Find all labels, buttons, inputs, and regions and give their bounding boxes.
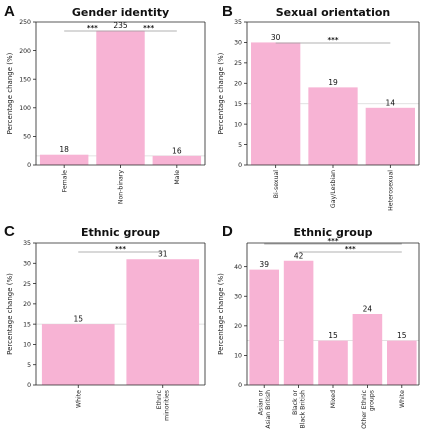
y-tick-label: 10 (234, 353, 242, 360)
data-label: 16 (172, 146, 182, 155)
panel-letter: A (4, 3, 15, 20)
chart-title: Sexual orientation (276, 6, 390, 19)
bar (96, 30, 145, 165)
x-tick-label: White (399, 390, 406, 408)
bar (308, 87, 358, 165)
x-tick-label: White (75, 390, 82, 408)
y-axis-label: Percentage change (%) (6, 273, 14, 355)
x-tick-label: minorities (164, 390, 171, 421)
y-axis-label: Percentage change (%) (217, 52, 225, 134)
x-tick-label: Ethnic (156, 389, 163, 409)
data-label: 19 (328, 78, 338, 87)
y-tick-label: 5 (238, 142, 242, 149)
x-tick-label: Asian or (258, 390, 265, 416)
chart-title: Gender identity (72, 6, 169, 19)
bar (318, 340, 348, 385)
data-label: 235 (113, 21, 128, 30)
bar (365, 107, 415, 165)
chart-title: Ethnic group (293, 226, 372, 239)
x-tick-label: groups (368, 390, 375, 411)
y-tick-label: 50 (23, 134, 31, 141)
bar (251, 42, 301, 165)
y-tick-label: 40 (234, 264, 242, 271)
x-tick-label: Heterosexual (388, 170, 395, 211)
panel-b: B Sexual orientation 30 19 14 0 5 10 15 20 25 30 35 P… (217, 3, 420, 211)
y-tick-label: 20 (23, 301, 31, 308)
y-tick-label: 10 (23, 342, 31, 349)
y-tick-label: 35 (234, 19, 242, 26)
data-label: 15 (328, 331, 338, 340)
y-tick-label: 0 (238, 382, 242, 389)
panel-c: C Ethnic group 15 31 0 5 10 15 20 25 30 35 Percentag… (4, 223, 206, 421)
significance-label: *** (328, 36, 339, 44)
significance-label: *** (328, 237, 339, 245)
panel-d: D Ethnic group 39 42 15 24 15 0 10 20 30 40 Percenta… (217, 223, 420, 429)
y-tick-label: 35 (23, 240, 31, 247)
x-tick-label: Other Ethnic (361, 389, 368, 428)
significance-label: *** (87, 24, 98, 32)
x-tick-label: Black British (300, 390, 307, 429)
y-tick-label: 15 (23, 321, 31, 328)
significance-label: *** (143, 24, 154, 32)
y-axis-label: Percentage change (%) (217, 273, 225, 355)
data-label: 18 (59, 145, 69, 154)
data-label: 24 (363, 305, 373, 314)
data-label: 15 (397, 331, 407, 340)
bar (352, 314, 383, 385)
y-tick-label: 30 (23, 260, 31, 267)
bar (39, 154, 89, 165)
y-tick-label: 15 (234, 101, 242, 108)
y-tick-label: 0 (27, 162, 31, 169)
data-label: 39 (259, 260, 269, 269)
y-tick-label: 20 (234, 323, 242, 330)
panel-letter: B (222, 3, 233, 20)
y-axis-label: Percentage change (%) (6, 52, 14, 134)
data-label: 15 (73, 315, 83, 324)
y-tick-label: 0 (238, 162, 242, 169)
y-tick-label: 25 (234, 60, 242, 67)
significance-label: *** (345, 245, 356, 253)
data-label: 30 (271, 33, 281, 42)
bar (126, 259, 200, 385)
x-tick-label: Non-binary (118, 170, 125, 204)
y-tick-label: 25 (23, 281, 31, 288)
y-tick-label: 10 (234, 121, 242, 128)
y-tick-label: 250 (19, 19, 31, 26)
x-tick-label: Bi-sexual (273, 170, 280, 198)
significance-label: *** (115, 245, 126, 253)
bar (152, 155, 202, 165)
x-tick-label: Mixed (330, 390, 337, 408)
y-tick-label: 0 (27, 382, 31, 389)
x-tick-label: Asian British (265, 390, 272, 429)
bar (387, 340, 417, 385)
y-tick-label: 150 (19, 76, 31, 83)
x-tick-label: Female (61, 170, 68, 193)
panel-a: A Gender identity 18 235 16 0 50 100 150 200 250 Pe… (4, 3, 206, 204)
data-label: 31 (158, 250, 168, 259)
x-tick-label: Gay/Lesbian (330, 170, 337, 208)
chart-title: Ethnic group (81, 226, 160, 239)
x-tick-label: Black or (292, 390, 299, 415)
y-tick-label: 200 (19, 48, 31, 55)
y-tick-label: 30 (234, 40, 242, 47)
bar (41, 324, 115, 385)
bar (283, 260, 314, 385)
y-tick-label: 100 (19, 105, 31, 112)
y-tick-label: 30 (234, 293, 242, 300)
panel-letter: D (222, 223, 233, 240)
x-tick-label: Male (174, 170, 181, 185)
bar (249, 269, 279, 385)
y-tick-label: 5 (27, 362, 31, 369)
panel-letter: C (4, 223, 15, 240)
y-tick-label: 20 (234, 80, 242, 87)
data-label: 42 (294, 251, 304, 260)
data-label: 14 (386, 98, 396, 107)
